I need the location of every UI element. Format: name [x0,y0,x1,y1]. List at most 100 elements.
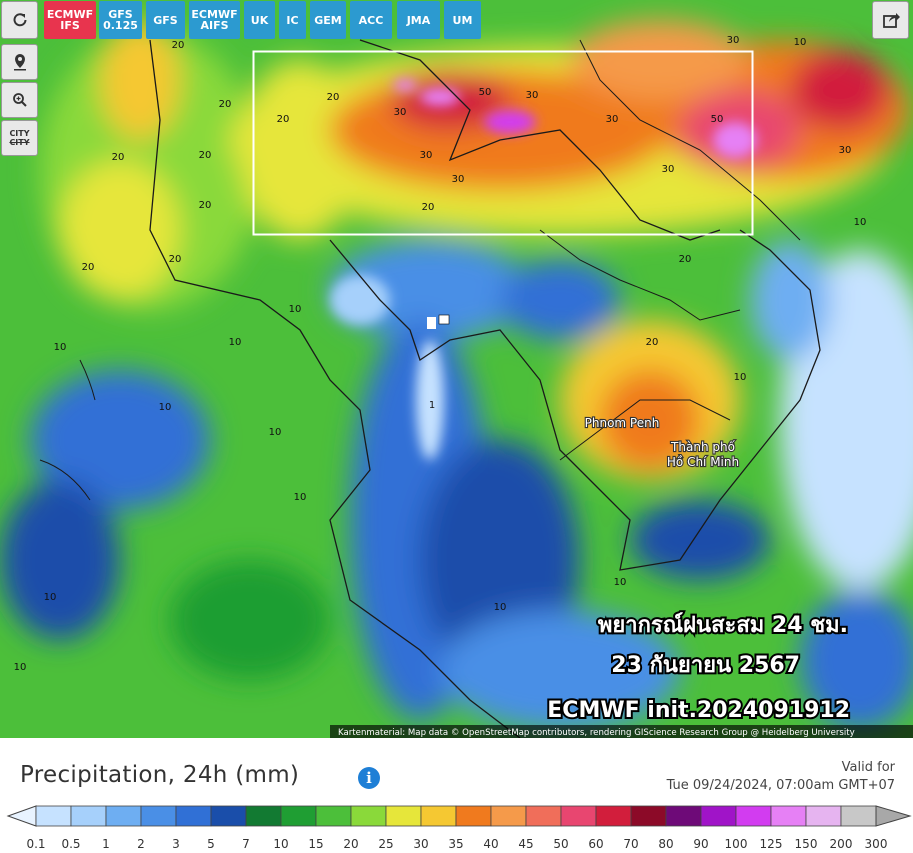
scale-label: 0.1 [26,837,45,851]
scale-swatch [770,805,807,827]
scale-swatch [560,805,597,827]
scale-swatch [420,805,457,827]
zoom-button[interactable] [1,82,38,118]
contour-label: 30 [606,114,619,125]
scale-label: 2 [137,837,145,851]
borders [39,39,821,738]
model-button[interactable]: ECMWF IFS [44,1,96,39]
share-icon [882,13,900,28]
overlay-text: 23 กันยายน 2567 [611,653,800,678]
place-label: Thành phố [670,440,736,454]
contour-label: 20 [327,92,340,103]
city-button[interactable]: CITY CITY [1,120,38,156]
contour-label: 30 [420,150,433,161]
scale-label: 45 [518,837,533,851]
contour-label: 30 [452,174,465,185]
contour-label: 10 [14,662,27,673]
scale-label: 50 [553,837,568,851]
scale-label: 35 [448,837,463,851]
attribution-bar [330,725,913,738]
highlight-box [252,50,754,236]
model-button[interactable]: GEM [310,1,346,39]
scale-swatch [665,805,702,827]
place-label: Hồ Chí Minh [667,455,739,469]
scale-swatch [700,805,737,827]
scale-label: 70 [623,837,638,851]
scale-label: 100 [725,837,748,851]
city-marker [427,314,450,329]
contour-label: 20 [169,254,182,265]
contour-label: 30 [727,35,740,46]
contour-label: 20 [646,337,659,348]
scale-swatch [140,805,177,827]
scale-swatch [490,805,527,827]
contour-label: 20 [172,40,185,51]
scale-swatch [385,805,422,827]
contour-label: 10 [734,372,747,383]
precipitation-peaks [330,79,757,460]
scale-label: 15 [308,837,323,851]
model-button[interactable]: GFS 0.125 [99,1,142,39]
info-button[interactable]: i [358,767,380,789]
scale-swatch [630,805,667,827]
location-button[interactable] [1,44,38,80]
scale-swatch [735,805,772,827]
model-button[interactable]: ACC [350,1,392,39]
contour-label: 10 [494,602,507,613]
model-button[interactable]: GFS [146,1,185,39]
scale-label: 60 [588,837,603,851]
contour-label: 20 [199,200,212,211]
contour-label: 10 [294,492,307,503]
scale-label: 5 [207,837,215,851]
valid-label: Valid for [841,760,895,775]
scale-label: 3 [172,837,180,851]
contour-label: 30 [526,90,539,101]
contour-label: 20 [219,99,232,110]
valid-time: Tue 09/24/2024, 07:00am GMT+07 [666,778,895,793]
contour-label: 10 [289,304,302,315]
scale-label: 10 [273,837,288,851]
refresh-icon [13,13,26,27]
scale-arrow-high [875,805,912,827]
scale-swatch [595,805,632,827]
scale-label: 300 [865,837,888,851]
model-button[interactable]: ECMWF AIFS [189,1,240,39]
share-button[interactable] [872,1,909,39]
contour-label: 20 [112,152,125,163]
scale-swatch [805,805,842,827]
scale-swatch [350,805,387,827]
map[interactable]: 20 20 20 20 20 20 20 20 20 30 30 30 20 50 30 30 30 50 30 30… [0,0,913,738]
scale-swatch [175,805,212,827]
contour-label: 20 [679,254,692,265]
place-label: Phnom Penh [585,416,660,430]
contour-label: 10 [44,592,57,603]
model-button[interactable]: UK [244,1,275,39]
contour-label: 50 [711,114,724,125]
scale-swatch [210,805,247,827]
model-button[interactable]: IC [279,1,306,39]
city-label: CITY [9,129,30,138]
contour-label: 10 [269,427,282,438]
scale-swatch [35,805,72,827]
contour-label: 20 [277,114,290,125]
refresh-button[interactable] [1,1,38,39]
scale-swatch [840,805,877,827]
scale-label: 90 [693,837,708,851]
model-button[interactable]: JMA [397,1,440,39]
scale-swatch [525,805,562,827]
model-button[interactable]: UM [444,1,481,39]
scale-label: 25 [378,837,393,851]
contour-label: 20 [199,150,212,161]
scale-swatch [245,805,282,827]
contour-label: 30 [839,145,852,156]
scale-label: 1 [102,837,110,851]
zoom-icon [12,93,27,107]
scale-label: 0.5 [61,837,80,851]
contour-label: 30 [662,164,675,175]
scale-swatch [70,805,107,827]
legend: Precipitation, 24h (mm) i Valid for Tue … [0,738,913,853]
scale-label: 80 [658,837,673,851]
scale-arrow-low [6,805,37,827]
contour-label: 1 [429,400,435,411]
